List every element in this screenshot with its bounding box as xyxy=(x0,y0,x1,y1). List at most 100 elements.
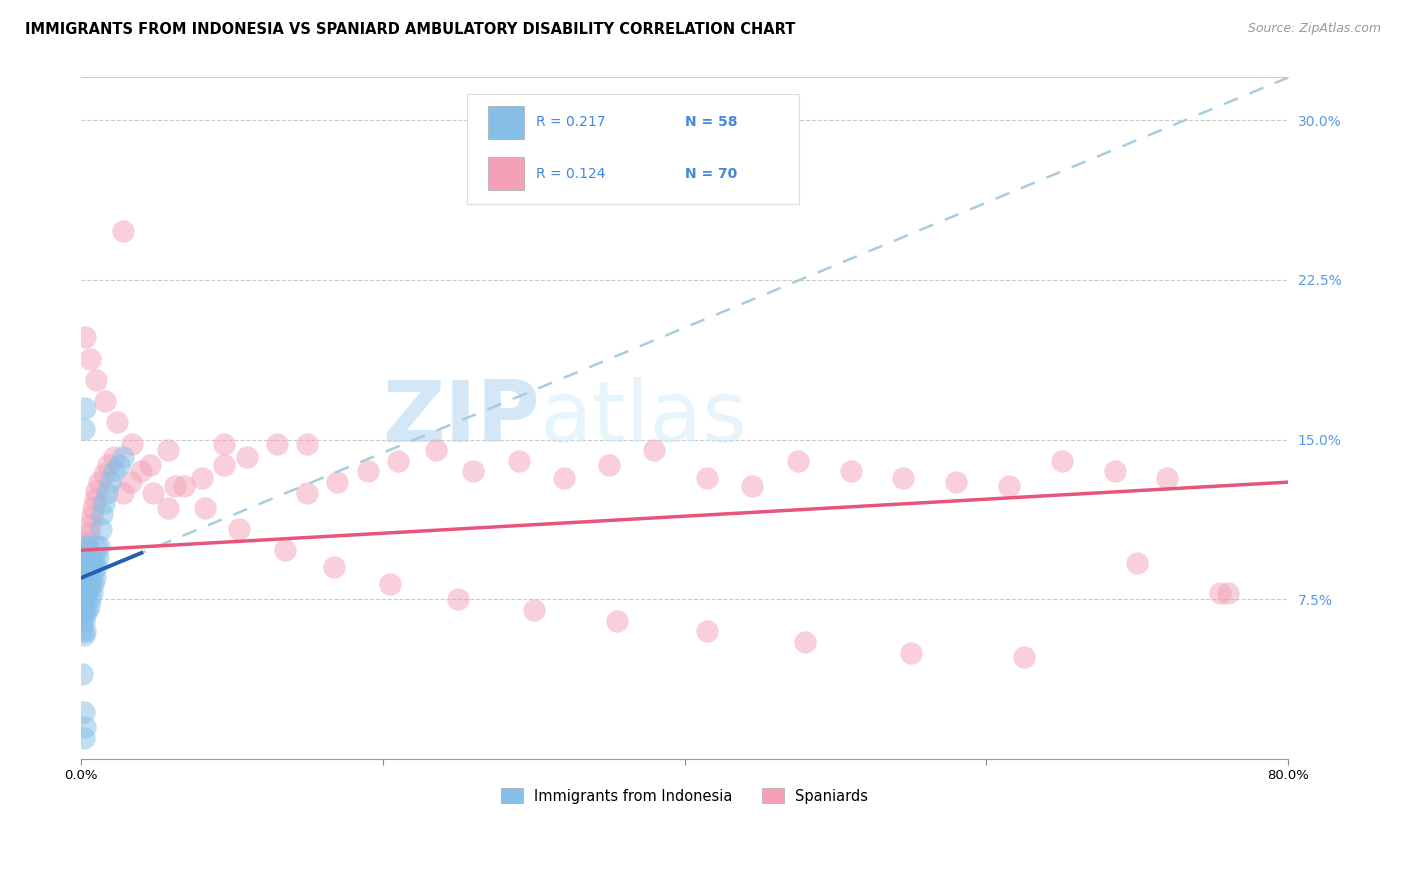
Text: N = 58: N = 58 xyxy=(685,115,737,129)
Point xyxy=(75,539,97,553)
Point xyxy=(893,471,915,485)
Point xyxy=(190,471,212,485)
Point xyxy=(83,492,105,507)
Point xyxy=(77,582,100,596)
Point xyxy=(73,565,96,579)
Point xyxy=(73,556,96,570)
Point xyxy=(598,458,620,472)
Text: atlas: atlas xyxy=(540,376,748,459)
Text: N = 70: N = 70 xyxy=(685,167,737,180)
Legend: Immigrants from Indonesia, Spaniards: Immigrants from Indonesia, Spaniards xyxy=(495,782,875,810)
Point xyxy=(84,373,107,387)
Point xyxy=(839,465,862,479)
Point xyxy=(1012,649,1035,664)
Point xyxy=(79,577,101,591)
Point xyxy=(73,614,96,628)
Point xyxy=(76,556,98,570)
Point xyxy=(214,458,236,472)
Point xyxy=(273,543,295,558)
Point xyxy=(79,351,101,366)
Point xyxy=(786,454,808,468)
Text: R = 0.124: R = 0.124 xyxy=(536,167,606,180)
Point xyxy=(82,556,104,570)
Point xyxy=(73,705,96,719)
Point xyxy=(194,500,217,515)
Point xyxy=(77,565,100,579)
Point xyxy=(77,549,100,564)
Point xyxy=(73,603,96,617)
Point xyxy=(142,485,165,500)
Point xyxy=(1209,586,1232,600)
Point xyxy=(87,539,110,553)
Point xyxy=(75,543,97,558)
Point xyxy=(523,603,546,617)
Point xyxy=(75,577,97,591)
Point xyxy=(75,607,97,622)
Point xyxy=(75,624,97,639)
Point xyxy=(643,443,665,458)
Point xyxy=(1050,454,1073,468)
Point xyxy=(76,571,98,585)
Point xyxy=(72,592,94,607)
Point xyxy=(157,500,180,515)
Point xyxy=(794,635,817,649)
Point xyxy=(73,731,96,745)
Point xyxy=(90,522,112,536)
Point xyxy=(214,437,236,451)
Point xyxy=(82,500,104,515)
Point xyxy=(84,560,107,574)
Point xyxy=(79,592,101,607)
Point xyxy=(72,603,94,617)
Point xyxy=(98,475,121,489)
Point xyxy=(139,458,162,472)
Point xyxy=(83,549,105,564)
Point xyxy=(131,465,153,479)
Point xyxy=(157,443,180,458)
Point xyxy=(86,549,108,564)
Point xyxy=(463,465,485,479)
Point xyxy=(1156,471,1178,485)
Point xyxy=(75,565,97,579)
Point xyxy=(107,458,129,472)
Point xyxy=(94,394,117,409)
Point xyxy=(75,330,97,344)
Point xyxy=(91,507,114,521)
Point xyxy=(80,551,103,566)
Point xyxy=(1216,586,1239,600)
Point xyxy=(82,577,104,591)
Bar xyxy=(488,157,524,190)
Point xyxy=(696,624,718,639)
Text: ZIP: ZIP xyxy=(382,376,540,459)
Point xyxy=(72,582,94,596)
Point xyxy=(228,522,250,536)
Text: R = 0.217: R = 0.217 xyxy=(536,115,606,129)
Point xyxy=(103,465,125,479)
Text: IMMIGRANTS FROM INDONESIA VS SPANIARD AMBULATORY DISABILITY CORRELATION CHART: IMMIGRANTS FROM INDONESIA VS SPANIARD AM… xyxy=(25,22,796,37)
Point xyxy=(357,465,380,479)
Point xyxy=(84,539,107,553)
Point xyxy=(96,485,118,500)
Point xyxy=(425,443,447,458)
Point xyxy=(73,549,96,564)
Point xyxy=(73,571,96,585)
Point xyxy=(553,471,575,485)
Point xyxy=(696,471,718,485)
Point xyxy=(77,599,100,613)
Point xyxy=(606,614,628,628)
Point xyxy=(75,549,97,564)
Point xyxy=(75,401,97,415)
Point xyxy=(380,577,402,591)
Point xyxy=(120,475,142,489)
Point xyxy=(77,526,100,541)
Point xyxy=(998,479,1021,493)
Point xyxy=(173,479,195,493)
Point xyxy=(163,479,186,493)
Point xyxy=(84,483,107,498)
Point xyxy=(73,592,96,607)
Point xyxy=(83,571,105,585)
Point xyxy=(93,496,115,510)
Point xyxy=(297,437,319,451)
Point xyxy=(900,646,922,660)
Point xyxy=(73,582,96,596)
Point xyxy=(73,628,96,642)
